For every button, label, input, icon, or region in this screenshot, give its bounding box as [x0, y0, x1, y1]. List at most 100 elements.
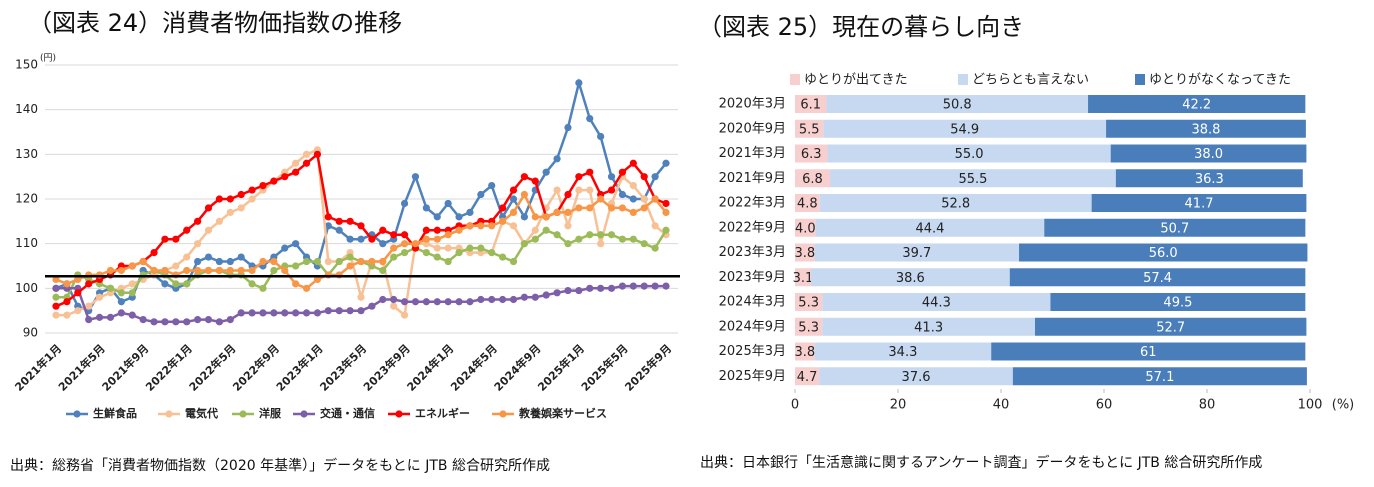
legend-label: ゆとりがなくなってきた: [1149, 73, 1291, 88]
data-point: [248, 186, 256, 194]
data-point: [313, 309, 322, 317]
series-line: [55, 151, 667, 308]
value-label: 50.8: [943, 98, 972, 113]
category-label: 2023年9月: [719, 270, 786, 285]
data-point: [215, 257, 223, 266]
data-point: [400, 240, 409, 248]
y-tick-label: 90: [23, 326, 38, 340]
data-point: [379, 226, 387, 234]
data-point: [281, 173, 289, 181]
data-point: [433, 226, 441, 234]
data-point: [597, 240, 605, 248]
data-point: [74, 307, 82, 315]
data-point: [161, 266, 169, 275]
data-point: [346, 235, 354, 243]
data-point: [629, 195, 637, 203]
data-point: [106, 284, 115, 292]
category-label: 2025年3月: [719, 344, 786, 359]
y-tick-label: 140: [15, 102, 38, 116]
bar-segment: [1106, 119, 1306, 138]
data-point: [499, 253, 507, 261]
data-point: [313, 257, 322, 266]
data-point: [357, 293, 365, 301]
data-point: [379, 257, 387, 266]
data-point: [204, 316, 213, 324]
data-point: [346, 253, 354, 261]
data-point: [564, 240, 572, 248]
data-point: [575, 79, 583, 87]
data-point: [52, 302, 60, 310]
source-note: 出典：総務省「消費者物価指数（2020 年基準）」データをもとに JTB 総合研…: [10, 457, 550, 474]
data-point: [629, 159, 637, 167]
y-tick-label: 100: [15, 281, 38, 295]
data-point: [509, 186, 518, 194]
data-point: [455, 298, 463, 306]
data-point: [226, 208, 234, 216]
data-point: [618, 190, 627, 199]
data-point: [379, 266, 387, 275]
data-point: [553, 231, 561, 239]
data-point: [204, 253, 213, 261]
data-point: [586, 168, 594, 176]
data-point: [194, 217, 202, 225]
bar-segment: [1091, 194, 1307, 212]
value-label: 3.8: [794, 246, 815, 261]
data-point: [194, 257, 202, 266]
data-point: [324, 257, 332, 266]
legend-label: ゆとりが出てきた: [804, 73, 908, 88]
legend-swatch: [958, 74, 968, 85]
data-point: [259, 182, 267, 190]
data-point: [52, 275, 60, 283]
legend-swatch: [790, 74, 800, 85]
value-label: 34.3: [888, 345, 917, 360]
data-point: [422, 204, 430, 212]
legend-swatch: [73, 410, 81, 418]
data-point: [281, 309, 289, 317]
data-point: [466, 298, 474, 306]
data-point: [520, 190, 528, 199]
data-point: [52, 293, 60, 301]
data-point: [324, 307, 332, 315]
data-point: [335, 217, 343, 225]
data-point: [85, 302, 93, 310]
bar-segment: [795, 194, 820, 212]
category-label: 2021年9月: [719, 171, 786, 186]
bar-segment: [815, 218, 1045, 237]
data-point: [531, 213, 539, 221]
data-point: [640, 173, 648, 181]
data-point: [150, 266, 158, 275]
data-point: [586, 186, 594, 194]
data-point: [117, 289, 125, 297]
data-point: [292, 262, 300, 270]
data-point: [215, 266, 223, 275]
data-point: [444, 244, 452, 252]
data-point: [183, 280, 191, 288]
data-point: [400, 298, 409, 306]
data-point: [400, 311, 409, 319]
category-label: 2021年3月: [719, 146, 786, 161]
data-point: [237, 253, 245, 261]
data-point: [117, 309, 125, 317]
data-point: [292, 168, 300, 176]
data-point: [455, 213, 463, 221]
data-point: [335, 257, 343, 266]
data-point: [499, 295, 507, 304]
data-point: [411, 240, 420, 248]
x-tick-label: 80: [1199, 398, 1216, 413]
data-point: [597, 132, 605, 141]
category-label: 2022年9月: [719, 220, 786, 235]
category-label: 2025年9月: [719, 369, 786, 384]
data-point: [553, 155, 561, 163]
data-point: [390, 244, 398, 252]
data-point: [466, 208, 474, 216]
value-label: 39.7: [902, 246, 931, 261]
legend-swatch: [239, 410, 247, 418]
bar-segment: [1110, 144, 1307, 163]
data-point: [651, 244, 659, 252]
data-point: [281, 266, 289, 275]
x-tick-label: 60: [1096, 398, 1113, 413]
data-point: [379, 295, 387, 304]
data-point: [662, 282, 670, 290]
bar-segment: [810, 268, 1010, 287]
data-point: [226, 195, 234, 203]
